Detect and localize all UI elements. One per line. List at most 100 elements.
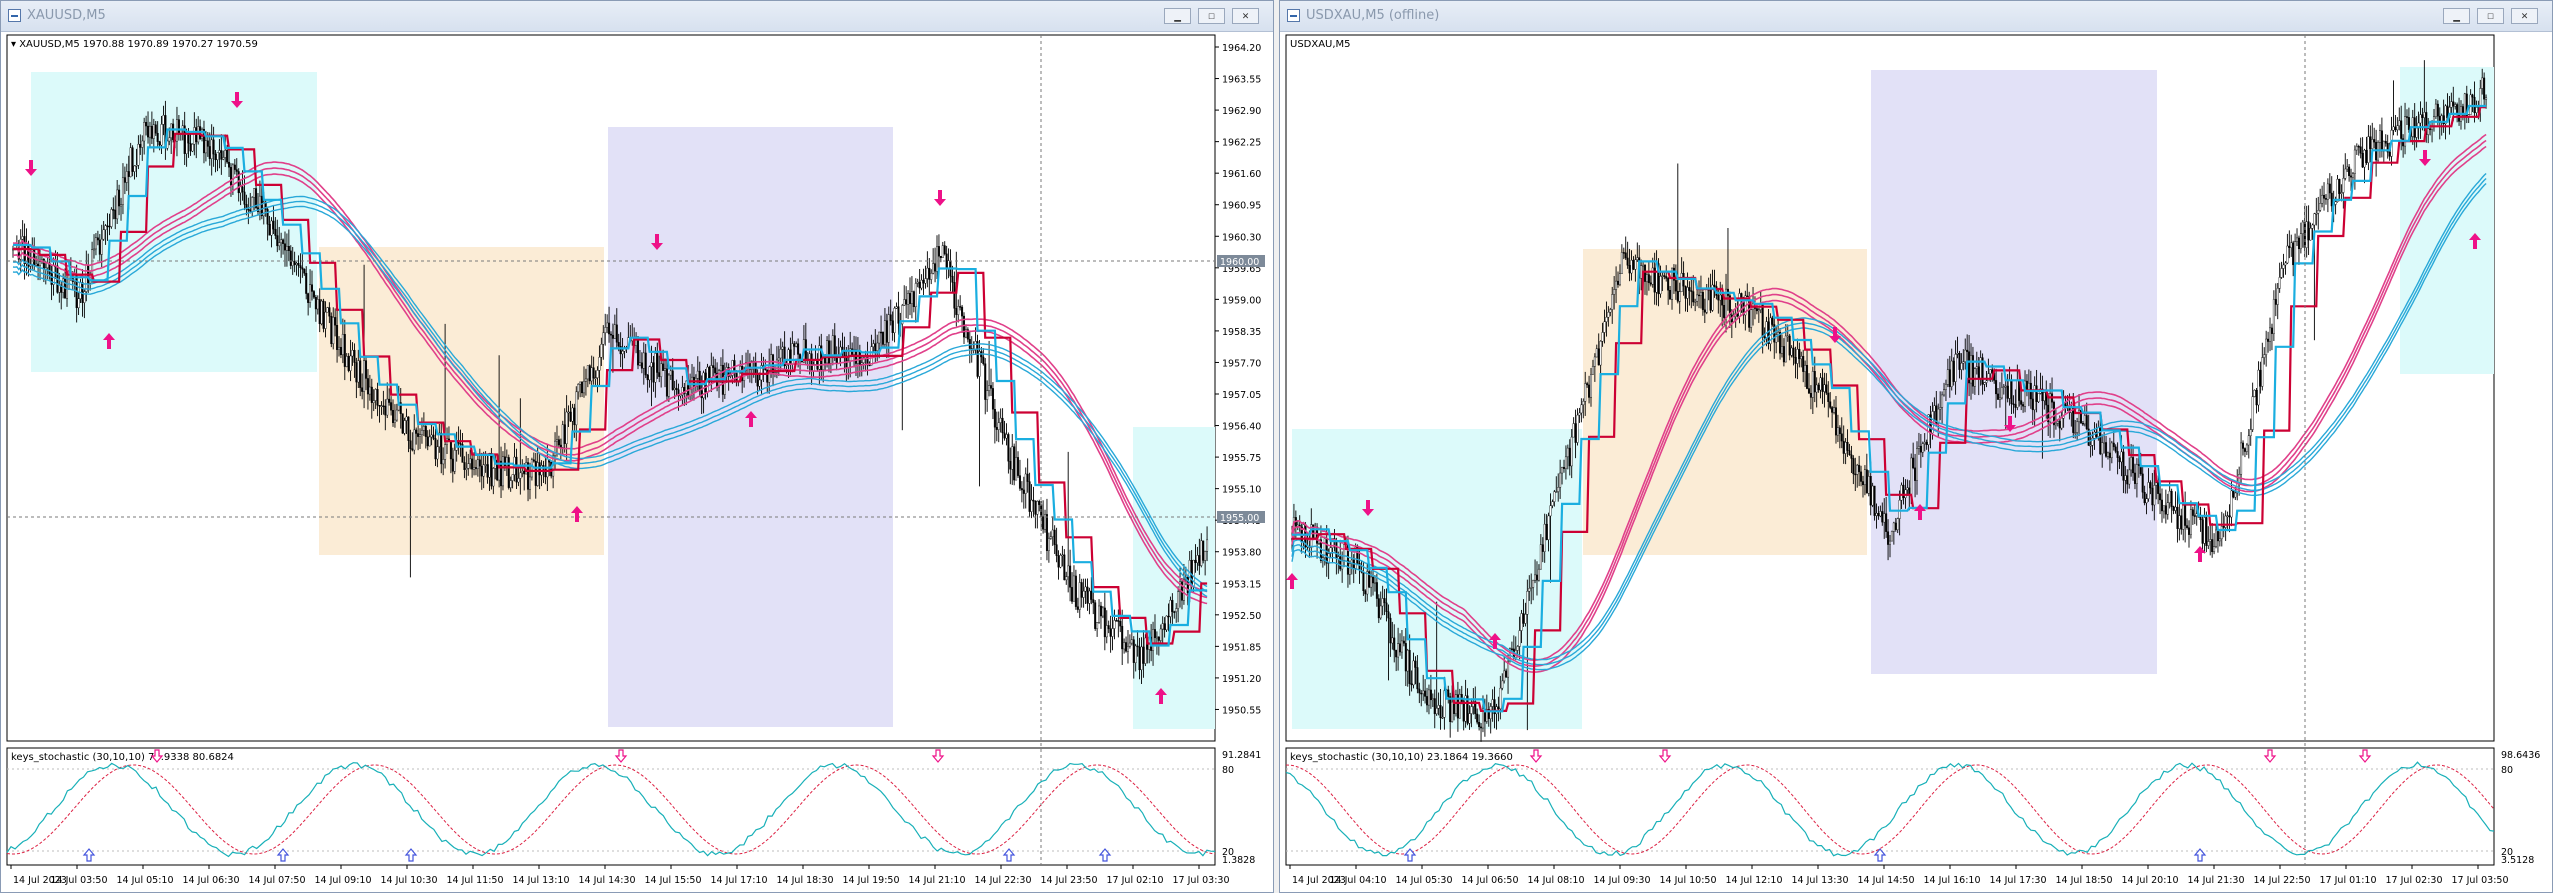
time-tick-label: 14 Jul 16:10 [1924,875,1981,886]
candle-body [2380,130,2383,152]
candle-body [1128,642,1131,647]
candle-body [220,150,223,160]
candle-body [872,343,875,347]
minimize-button[interactable]: ▁ [1164,8,1191,24]
candle-body [2218,538,2221,542]
candle-body [1948,369,1951,387]
candle-body [781,346,784,350]
candle-body [77,298,80,309]
candle-body [2321,194,2324,204]
candle-body [339,346,342,356]
candle-body [978,351,981,377]
candle-body [1790,347,1793,356]
candle-body [2436,103,2439,117]
candle-body [2101,442,2104,455]
price-chart[interactable]: ▾ XAUUSD,M5 1970.88 1970.89 1970.27 1970… [1,32,1273,892]
candle-body [365,360,368,379]
candle-body [349,355,352,371]
chart-window-xauusd[interactable]: XAUUSD,M5 ▁ ☐ ✕ ▾ XAUUSD,M5 1970.88 1970… [0,0,1274,893]
candle-body [1435,708,1438,715]
candle-body [1111,628,1114,637]
maximize-button[interactable]: ☐ [2477,8,2504,24]
candle-body [613,324,616,339]
candle-body [1551,501,1554,506]
candle-body [1539,544,1542,570]
close-button[interactable]: ✕ [1232,8,1259,24]
candle-body [216,152,219,161]
candle-body [991,388,994,410]
candle-body [2301,221,2304,234]
candle-body [1661,275,1664,277]
candle-body [1632,259,1635,270]
candle-body [1059,555,1062,568]
candle-body [2330,192,2333,207]
candle-body [2147,482,2150,499]
chart-window-usdxau[interactable]: USDXAU,M5 (offline) ▁ ☐ ✕ USDXAU,M5 keys_… [1279,0,2553,893]
minimize-button[interactable]: ▁ [2443,8,2470,24]
candle-body [619,345,622,355]
price-tag [1217,511,1265,523]
candle-body [1329,547,1332,554]
maximize-button[interactable]: ☐ [1198,8,1225,24]
candle-body [2456,104,2459,115]
candle-body [1026,473,1029,482]
candle-body [2035,385,2038,402]
candle-body [990,385,993,389]
candle-body [1198,555,1201,566]
candle-body [2257,369,2260,406]
candle-body [2216,529,2219,542]
window-titlebar[interactable]: USDXAU,M5 (offline) ▁ ☐ ✕ [1280,1,2552,32]
candle-body [2076,421,2079,433]
candle-body [519,472,522,479]
candle-body [1144,637,1147,664]
window-titlebar[interactable]: XAUUSD,M5 ▁ ☐ ✕ [1,1,1273,32]
candle-body [2421,114,2424,118]
candle-body [1391,637,1394,644]
candle-body [770,354,773,366]
candle-body [2130,457,2133,471]
candle-body [2367,136,2370,163]
candle-body [511,474,514,481]
candle-body [1024,473,1027,494]
candle-body [1400,640,1403,653]
candle-body [93,248,96,251]
candle-body [1090,590,1093,600]
candle-body [66,289,69,299]
candle-body [1688,287,1691,291]
candle-body [1854,473,1857,476]
candle-body [1366,571,1369,595]
down-arrow-icon [1829,327,1841,343]
candle-body [2153,485,2156,506]
candle-body [2359,146,2362,154]
close-button[interactable]: ✕ [2511,8,2538,24]
candle-body [1966,349,1969,352]
candle-body [459,443,462,445]
candle-body [320,300,323,325]
candle-body [83,291,86,303]
candle-body [1599,341,1602,366]
candle-body [999,417,1002,423]
time-tick-label: 14 Jul 15:50 [645,875,702,886]
candle-body [1941,394,1944,408]
candle-body [121,177,124,205]
candle-body [1161,623,1164,630]
candle-body [1698,294,1701,297]
candle-body [1898,499,1901,519]
price-chart[interactable]: USDXAU,M5 keys_stochastic (30,10,10) 23.1… [1280,32,2552,892]
candle-body [544,467,547,478]
candle-body [100,238,103,255]
candle-body [1555,491,1558,493]
candle-body [2243,448,2246,452]
candle-body [1038,501,1041,505]
candle-body [2014,404,2017,408]
candle-body [1130,639,1133,644]
candle-body [1564,456,1567,469]
candle-body [1489,706,1492,719]
candle-body [2033,385,2036,411]
candle-body [467,463,470,469]
candle-body [1424,690,1427,697]
candle-body [1869,476,1872,506]
candle-body [2270,327,2273,334]
time-tick-label: 17 Jul 03:30 [1173,875,1230,886]
candle-body [582,381,585,394]
